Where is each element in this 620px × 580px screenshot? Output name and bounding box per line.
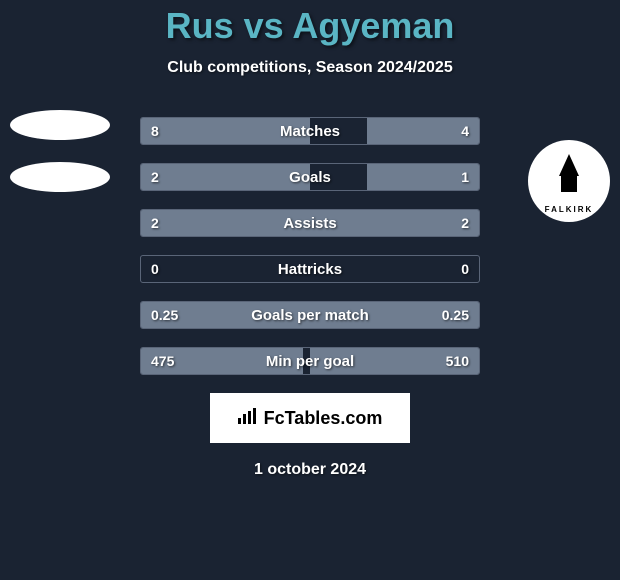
stat-row: 84Matches [140, 117, 480, 145]
falkirk-badge-icon: FALKIRK [528, 140, 610, 222]
stat-label: Goals per match [141, 307, 479, 324]
tower-base-icon [561, 174, 577, 192]
right-team-badges: FALKIRK [528, 140, 610, 222]
stat-label: Matches [141, 123, 479, 140]
badge-text: FALKIRK [534, 205, 604, 214]
branding-text: FcTables.com [264, 408, 383, 429]
date-text: 1 october 2024 [0, 461, 620, 479]
stat-label: Assists [141, 215, 479, 232]
stat-row: 22Assists [140, 209, 480, 237]
ellipse-icon [10, 162, 110, 192]
left-team-badges [10, 110, 110, 214]
stats-list: 84Matches 21Goals 22Assists 00Hattricks 0.25… [140, 117, 480, 375]
ellipse-icon [10, 110, 110, 140]
tower-icon [559, 154, 579, 176]
stat-label: Goals [141, 169, 479, 186]
stat-row: 0.250.25Goals per match [140, 301, 480, 329]
infographic-container: Rus vs Agyeman Club competitions, Season… [0, 0, 620, 580]
page-title: Rus vs Agyeman [0, 5, 620, 47]
chart-icon [238, 408, 258, 429]
stat-row: 00Hattricks [140, 255, 480, 283]
stat-row: 21Goals [140, 163, 480, 191]
stat-label: Hattricks [141, 261, 479, 278]
stat-row: 475510Min per goal [140, 347, 480, 375]
branding-box[interactable]: FcTables.com [210, 393, 410, 443]
stat-label: Min per goal [141, 353, 479, 370]
subtitle: Club competitions, Season 2024/2025 [0, 59, 620, 77]
